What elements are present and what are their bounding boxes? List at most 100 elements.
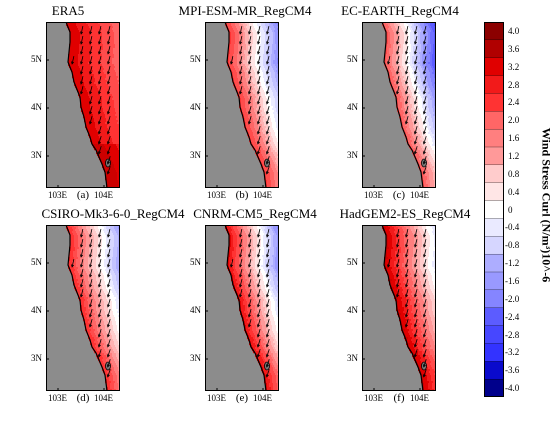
wind-vector [405, 309, 409, 317]
wind-vector [396, 279, 400, 287]
wind-vector [248, 239, 252, 247]
lon-tick-label: 103E [364, 393, 383, 403]
wind-vector [89, 86, 93, 94]
wind-vector-head [413, 111, 417, 115]
colorbar-tick-label: -0.4 [505, 222, 520, 233]
wind-vector-head [396, 244, 400, 248]
colorbar-tick-label: -2.0 [505, 293, 520, 304]
wind-vector-head [106, 61, 110, 65]
wind-vector [405, 249, 409, 257]
wind-vector-head [413, 314, 417, 318]
wind-vector [423, 249, 427, 257]
wind-vector-head [88, 324, 92, 328]
map-panel [205, 225, 279, 391]
wind-vector [230, 259, 234, 267]
wind-vector-head [413, 344, 417, 348]
colorbar-tick-label: 1.2 [508, 150, 520, 161]
wind-vector [266, 229, 270, 237]
lon-tick-label: 103E [48, 190, 67, 200]
wind-vector [396, 249, 400, 257]
wind-vector [423, 269, 427, 277]
wind-vector-head [256, 294, 260, 298]
wind-vector [80, 279, 84, 287]
wind-vector-head [422, 284, 426, 288]
colorbar-tick-label: -4.0 [505, 383, 520, 394]
wind-vector [71, 259, 75, 267]
land-mass [205, 22, 266, 188]
wind-vector [266, 26, 270, 34]
wind-vector-head [422, 264, 426, 268]
wind-vector [396, 46, 400, 54]
wind-vector [414, 76, 418, 84]
wind-vector [107, 339, 111, 347]
colorbar-band [484, 57, 504, 77]
wind-vector [257, 26, 261, 34]
wind-vector-head [106, 324, 110, 328]
colorbar-tick-label: 3.2 [508, 61, 520, 72]
wind-vector-head [98, 264, 102, 268]
wind-vector [423, 96, 427, 104]
wind-vector [239, 289, 243, 297]
wind-vector [266, 249, 270, 257]
map-frame [46, 225, 120, 391]
wind-vector-head [88, 101, 92, 105]
wind-vector [248, 269, 252, 277]
wind-vector-head [89, 41, 93, 45]
wind-vector-head [265, 374, 269, 378]
lat-tick-label: 4N [31, 102, 42, 112]
wind-vector-head [265, 161, 269, 165]
wind-vector [266, 319, 270, 327]
wind-vector-head [396, 81, 400, 85]
wind-vector [266, 349, 270, 357]
wind-vector-head [422, 364, 426, 368]
colorbar-tick-label: -3.6 [505, 365, 520, 376]
wind-vector [257, 239, 261, 247]
wind-vector [248, 106, 252, 114]
wind-vector [89, 66, 93, 74]
wind-vector [257, 349, 261, 357]
wind-vector-head [404, 81, 408, 85]
panel-title: MPI-ESM-MR_RegCM4 [178, 3, 312, 18]
wind-vector-head [248, 51, 252, 55]
lat-tick-label: 3N [347, 150, 358, 160]
wind-vector [423, 289, 427, 297]
wind-vector [107, 26, 111, 34]
wind-vector [414, 126, 418, 134]
wind-vector-head [256, 81, 260, 85]
wind-vector [396, 239, 400, 247]
wind-vector [266, 96, 270, 104]
wind-vector [414, 146, 418, 154]
wind-vector-head [256, 111, 260, 115]
wind-vector-head [97, 354, 101, 358]
colorbar-tick-label: 1.6 [508, 133, 520, 144]
wind-vector-head [404, 324, 408, 328]
wind-vector [248, 116, 252, 124]
wind-vector [80, 86, 84, 94]
wind-vector-head [422, 324, 426, 328]
wind-vector-head [414, 234, 418, 238]
wind-vector [396, 289, 400, 297]
colorbar-tick-label: -2.8 [505, 329, 520, 340]
wind-vector-head [248, 274, 252, 278]
wind-vector-head [106, 141, 110, 145]
wind-vector [423, 76, 427, 84]
wind-vector-head [106, 71, 110, 75]
wind-vector-head [80, 61, 84, 65]
wind-vector [423, 66, 427, 74]
wind-vector-head [88, 284, 92, 288]
wind-vector-head [97, 284, 101, 288]
wind-vector-head [106, 264, 110, 268]
colorbar-band [484, 218, 504, 237]
wind-vector [239, 259, 243, 267]
wind-vector [423, 329, 427, 337]
wind-vector-head [257, 254, 261, 258]
wind-vector-head [97, 121, 101, 125]
wind-vector [266, 309, 270, 317]
wind-vector-head [422, 91, 426, 95]
wind-vector [266, 299, 270, 307]
wind-vector-head [106, 91, 110, 95]
wind-vector-head [396, 284, 400, 288]
wind-vector-head [97, 111, 101, 115]
wind-vector-head [256, 354, 260, 358]
wind-vector-head [257, 264, 261, 268]
